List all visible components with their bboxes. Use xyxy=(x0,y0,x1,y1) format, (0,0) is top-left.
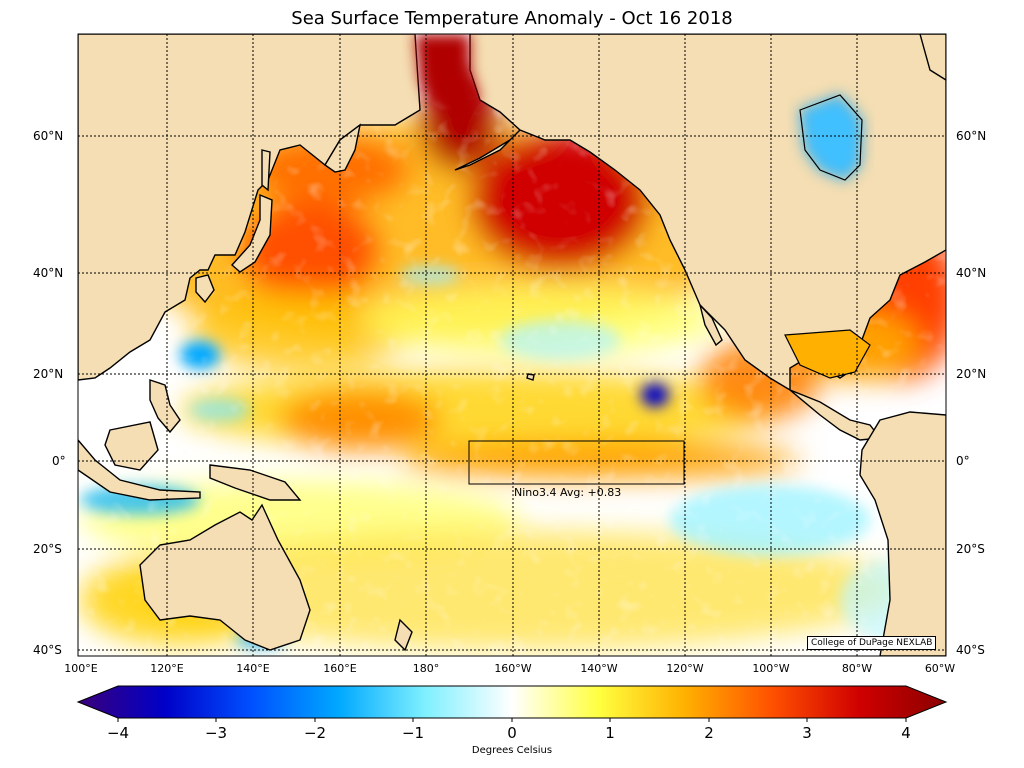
colorbar-tick-label: −2 xyxy=(303,724,327,742)
lat-label-left: 20°N xyxy=(33,367,64,381)
lon-label: 100°E xyxy=(64,662,98,675)
map-title: Sea Surface Temperature Anomaly - Oct 16… xyxy=(291,8,733,29)
lat-label-right: 60°N xyxy=(956,129,987,143)
lat-label-right: 40°S xyxy=(956,643,985,657)
lon-label: 160°E xyxy=(323,662,357,675)
colorbar-ticks xyxy=(117,718,907,722)
colorbar-tick-label: −4 xyxy=(106,724,130,742)
anomaly-field xyxy=(78,34,946,656)
lat-label-left: 40°N xyxy=(33,266,64,280)
colorbar-tick-label: 3 xyxy=(802,724,812,742)
colorbar xyxy=(76,685,948,719)
lon-label: 140°E xyxy=(236,662,270,675)
colorbar-tick-label: −1 xyxy=(401,724,425,742)
lat-label-left: 40°S xyxy=(33,643,62,657)
map-frame xyxy=(77,33,947,657)
lat-label-right: 20°N xyxy=(956,367,987,381)
credit-label: College of DuPage NEXLAB xyxy=(807,636,937,650)
colorbar-tick-label: 0 xyxy=(507,724,517,742)
lon-label: 100°W xyxy=(752,662,790,675)
graticule xyxy=(78,34,946,656)
lat-label-right: 20°S xyxy=(956,542,985,556)
lon-label: 80°W xyxy=(841,662,873,675)
lon-label: 120°E xyxy=(150,662,184,675)
lat-label-left: 60°N xyxy=(33,129,64,143)
nino34-box xyxy=(468,440,685,485)
lon-label: 160°W xyxy=(494,662,532,675)
lon-label: 60°W xyxy=(924,662,956,675)
lat-label-right: 0° xyxy=(956,454,970,468)
nino34-label: Nino3.4 Avg: +0.83 xyxy=(514,486,622,499)
colorbar-tick-label: 2 xyxy=(704,724,714,742)
lat-label-left: 20°S xyxy=(33,542,62,556)
colorbar-tick-label: 1 xyxy=(605,724,615,742)
lat-label-right: 40°N xyxy=(956,266,987,280)
colorbar-tick-label: 4 xyxy=(901,724,911,742)
colorbar-tick-label: −3 xyxy=(204,724,228,742)
lat-label-left: 0° xyxy=(52,454,66,468)
colorbar-units-label: Degrees Celsius xyxy=(471,745,553,756)
lon-label: 140°W xyxy=(580,662,618,675)
lon-label: 120°W xyxy=(666,662,704,675)
lon-label: 180° xyxy=(412,662,440,675)
